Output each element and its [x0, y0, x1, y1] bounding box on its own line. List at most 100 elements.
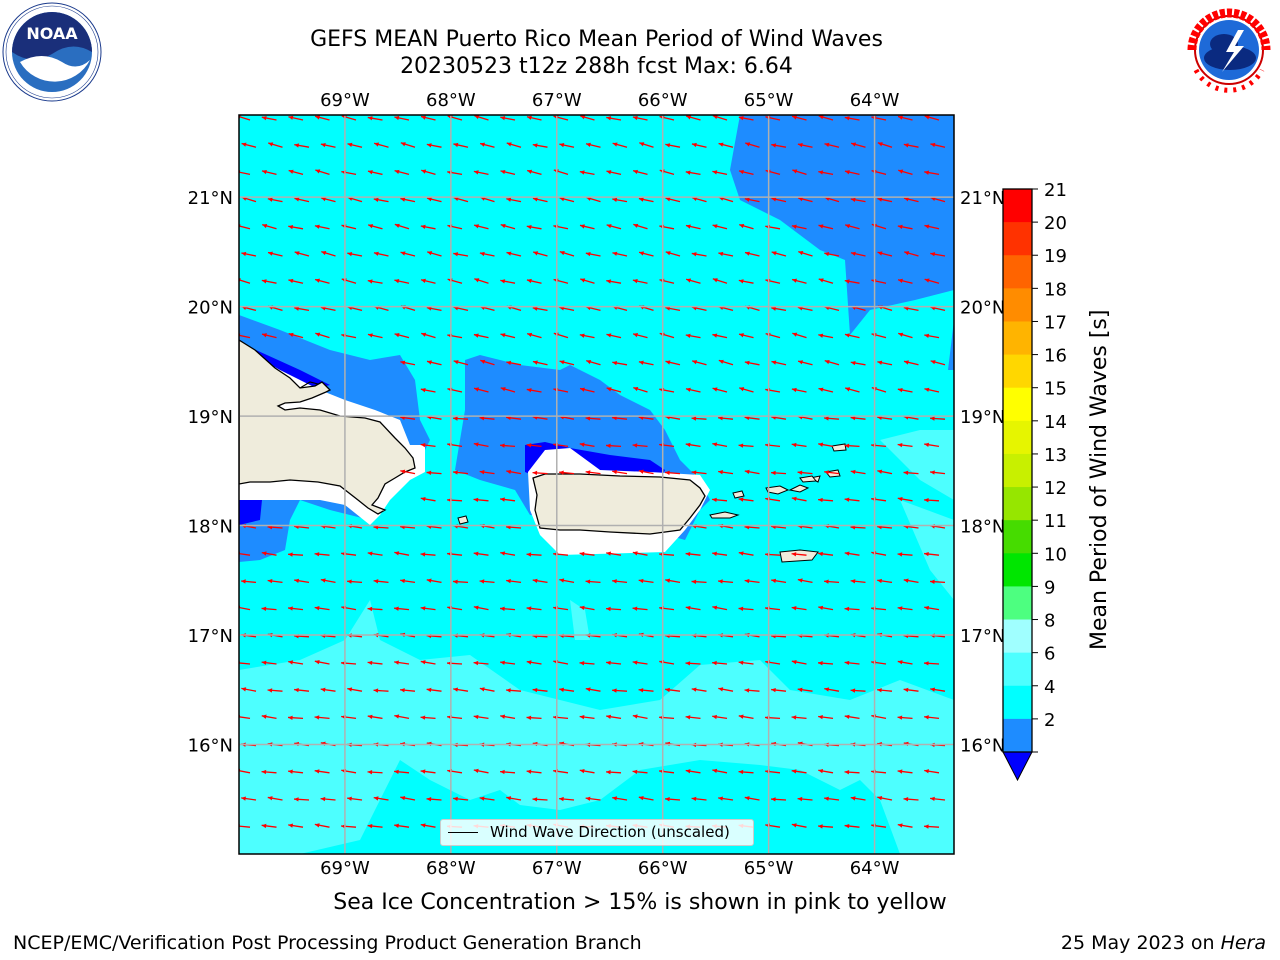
wave-arrowhead — [791, 715, 797, 720]
wave-arrowhead — [692, 196, 698, 202]
wave-arrowhead — [473, 714, 479, 720]
wave-arrowhead — [527, 332, 533, 338]
wave-arrowhead — [665, 306, 671, 311]
wave-arrowhead — [294, 143, 300, 148]
wave-arrowhead — [903, 143, 909, 148]
wave-arrowhead — [824, 416, 829, 421]
wave-arrowhead — [897, 388, 903, 393]
wave-arrowhead — [321, 197, 327, 202]
wave-arrowhead — [712, 115, 718, 120]
wave-arrowhead — [844, 116, 850, 121]
wave-arrowhead — [288, 278, 294, 284]
wave-arrowhead — [241, 251, 247, 257]
wave-arrowhead — [474, 115, 480, 120]
lon-label-top: 66°W — [638, 90, 688, 111]
colorbar-segment — [1003, 520, 1032, 554]
wave-arrowhead — [367, 770, 373, 775]
wave-arrowhead — [685, 387, 691, 392]
wave-arrowhead — [421, 169, 427, 174]
wave-arrowhead — [261, 279, 267, 284]
nws-logo — [1187, 8, 1271, 93]
wave-arrowhead — [818, 768, 824, 774]
wave-arrowhead — [930, 796, 935, 802]
wave-arrowhead — [479, 579, 485, 584]
wave-arrow — [239, 606, 251, 611]
wave-arrowhead — [818, 714, 823, 720]
wave-arrowhead — [453, 687, 459, 692]
wave-arrowhead — [453, 196, 459, 202]
map-subtitle: 20230523 t12z 288h fcst Max: 6.64 — [400, 54, 793, 79]
wave-arrowhead — [897, 442, 903, 448]
wave-arrowhead — [897, 660, 903, 665]
wave-arrowhead — [898, 115, 903, 120]
wave-arrowhead — [394, 333, 400, 338]
wave-arrowhead — [532, 197, 538, 202]
wave-arrowhead — [367, 823, 373, 829]
wave-arrowhead — [903, 687, 909, 693]
wave-arrowhead — [373, 197, 379, 203]
wave-arrowhead — [685, 442, 691, 447]
wave-arrowhead — [924, 605, 930, 611]
colorbar-segment — [1003, 586, 1032, 621]
wave-arrowhead — [373, 251, 379, 256]
wave-arrowhead — [314, 823, 320, 828]
wave-arrowhead — [373, 579, 379, 584]
wave-arrowhead — [394, 823, 399, 828]
wave-arrow — [239, 552, 251, 556]
wave-arrowhead — [897, 496, 903, 502]
wave-arrowhead — [394, 115, 400, 121]
wave-arrowhead — [262, 333, 267, 338]
wave-arrowhead — [268, 142, 274, 147]
wave-arrowhead — [320, 143, 326, 148]
wave-arrowhead — [632, 443, 638, 448]
colorbar-tick-label: 18 — [1044, 279, 1067, 300]
wave-arrowhead — [506, 197, 512, 202]
wave-arrowhead — [314, 552, 320, 557]
wave-arrowhead — [314, 224, 320, 229]
wave-arrowhead — [267, 688, 273, 693]
wave-arrowhead — [718, 251, 724, 257]
wave-arrowhead — [744, 415, 750, 421]
wave-arrowhead — [268, 251, 273, 256]
wave-arrowhead — [639, 251, 645, 256]
colorbar-tick-label: 2 — [1044, 710, 1055, 731]
colorbar-tick-label: 16 — [1044, 346, 1067, 367]
wave-arrowhead — [850, 688, 856, 693]
wave-arrowhead — [685, 605, 691, 611]
wave-arrowhead — [320, 687, 326, 692]
wave-arrowhead — [798, 251, 804, 256]
wave-arrowhead — [400, 251, 406, 256]
wave-arrowhead — [473, 333, 479, 338]
wave-arrowhead — [638, 197, 644, 202]
lat-label-left: 18°N — [188, 517, 233, 538]
wave-arrowhead — [241, 579, 246, 584]
wave-arrowhead — [606, 333, 612, 338]
legend-label: Wind Wave Direction (unscaled) — [490, 823, 730, 841]
map-frame — [238, 114, 955, 855]
wave-arrowhead — [638, 796, 644, 801]
wave-arrowhead — [473, 660, 479, 666]
wave-arrowhead — [844, 333, 850, 338]
wave-arrowhead — [924, 115, 930, 120]
wave-arrowhead — [685, 170, 691, 175]
wave-arrowhead — [532, 797, 538, 802]
wave-arrowhead — [930, 360, 936, 365]
wave-arrowhead — [500, 443, 505, 448]
legend-line-sample — [448, 832, 478, 833]
wave-arrowhead — [792, 278, 798, 283]
wave-arrowhead — [897, 606, 903, 611]
wave-arrowhead — [930, 142, 936, 148]
wave-arrowhead — [792, 169, 798, 174]
wave-arrowhead — [394, 769, 399, 775]
wave-arrowhead — [930, 416, 935, 421]
wave-arrowhead — [506, 469, 512, 475]
colorbar-tick-label: 17 — [1044, 312, 1067, 333]
wave-arrowhead — [633, 387, 639, 392]
wave-arrowhead — [532, 470, 538, 476]
colorbar-segment — [1003, 453, 1032, 488]
wave-arrowhead — [712, 387, 718, 392]
wave-arrow — [239, 115, 251, 121]
wave-arrowhead — [367, 551, 373, 556]
wave-arrowhead — [532, 687, 538, 693]
wave-arrowhead — [320, 578, 326, 583]
